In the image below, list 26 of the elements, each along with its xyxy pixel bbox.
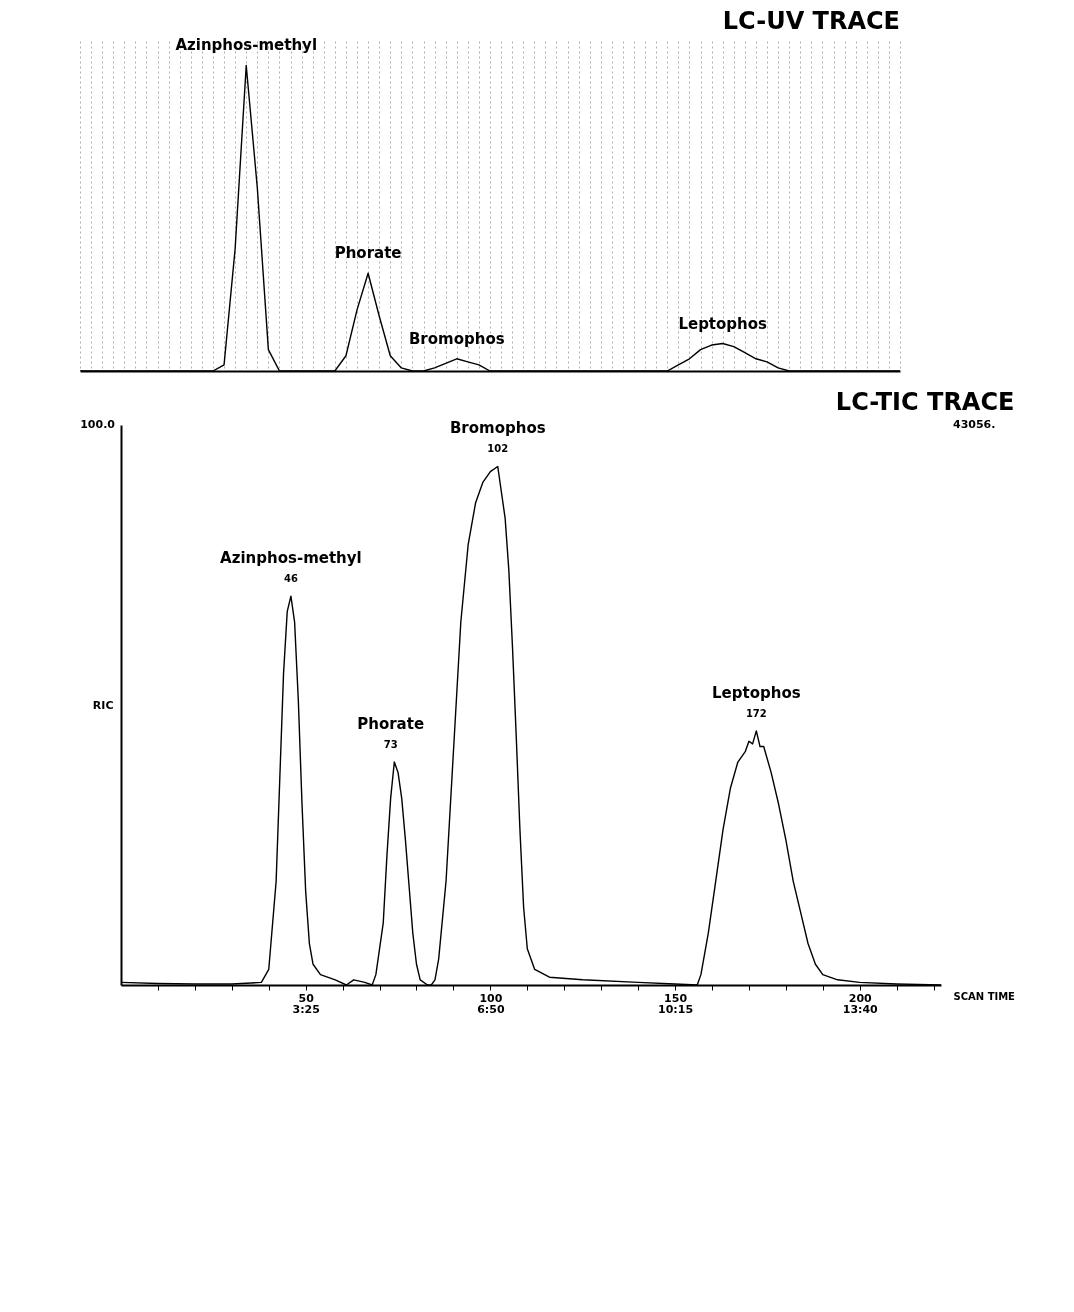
annotation: Leptophos: [678, 314, 768, 333]
text: 43056.: [953, 418, 996, 431]
annotation: Phorate: [334, 244, 402, 263]
x-tick-label: 200: [848, 991, 873, 1005]
y-axis-title: RIC: [92, 698, 114, 712]
annotation: Leptophos: [712, 683, 801, 702]
annotation: Azinphos-methyl: [175, 36, 318, 55]
x2-tick-label: 10:15: [658, 1002, 694, 1016]
annotation: Azinphos-methyl: [220, 549, 362, 568]
annotation: 46: [283, 573, 298, 585]
chart-title: LC-UV TRACE: [722, 7, 900, 36]
text: 100.0: [80, 418, 116, 431]
annotation: Bromophos: [408, 329, 505, 348]
annotation: Phorate: [357, 715, 425, 734]
x-tick-label: 100: [479, 991, 503, 1005]
annotation: 73: [383, 739, 398, 751]
x2-tick-label: 6:50: [477, 1002, 505, 1016]
x-tick-label: 150: [664, 991, 688, 1005]
x-tick-label: 50: [298, 991, 315, 1005]
x2-tick-label: 13:40: [842, 1002, 879, 1016]
annotation: Bromophos: [449, 419, 546, 438]
x2-tick-label: 3:25: [292, 1002, 320, 1016]
annotation: 102: [487, 443, 509, 455]
x-axis-title: SCAN TIME: [953, 990, 1016, 1002]
chart-title: LC-TIC TRACE: [835, 388, 1015, 416]
annotation: 172: [745, 707, 767, 719]
